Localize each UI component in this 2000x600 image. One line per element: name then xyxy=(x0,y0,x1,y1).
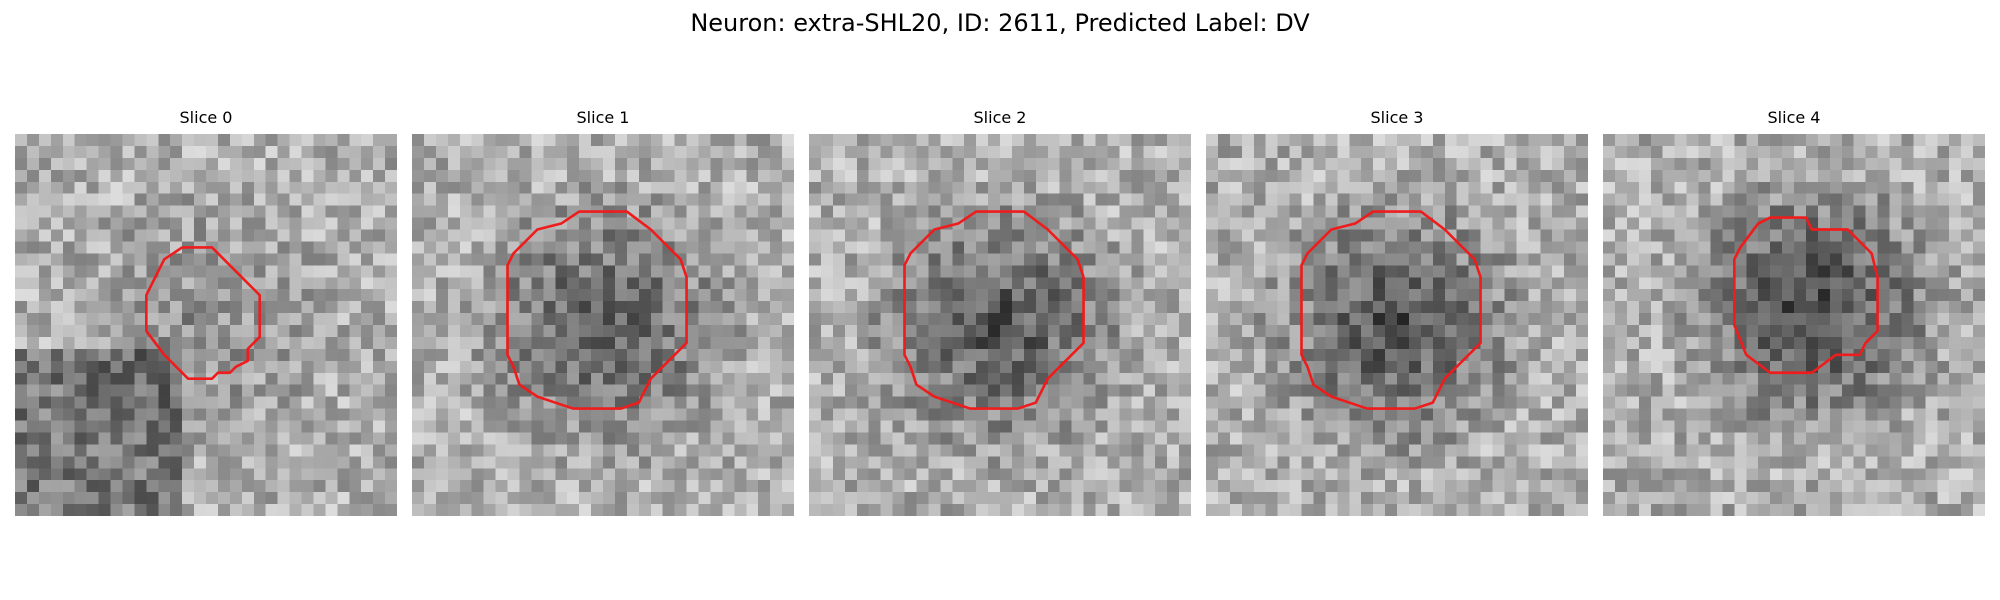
segmentation-outline xyxy=(1300,210,1482,410)
figure-title: Neuron: extra-SHL20, ID: 2611, Predicted… xyxy=(690,9,1310,37)
slice-image xyxy=(412,134,794,516)
segmentation-outline xyxy=(144,246,262,381)
segmentation-outline xyxy=(1732,216,1879,375)
slice-image xyxy=(1603,134,1985,516)
segmentation-outline xyxy=(903,210,1085,410)
slice-panel: Slice 1 xyxy=(412,108,794,516)
slice-image xyxy=(15,134,397,516)
slice-title: Slice 2 xyxy=(973,108,1027,127)
segmentation-outline xyxy=(506,210,688,410)
slice-title: Slice 4 xyxy=(1767,108,1821,127)
slice-title: Slice 0 xyxy=(179,108,233,127)
slice-title: Slice 1 xyxy=(576,108,630,127)
slice-title: Slice 3 xyxy=(1370,108,1424,127)
slice-image xyxy=(1206,134,1588,516)
slice-panel: Slice 2 xyxy=(809,108,1191,516)
slice-panel: Slice 0 xyxy=(15,108,397,516)
slice-panel: Slice 4 xyxy=(1603,108,1985,516)
slice-panel: Slice 3 xyxy=(1206,108,1588,516)
slice-image xyxy=(809,134,1191,516)
